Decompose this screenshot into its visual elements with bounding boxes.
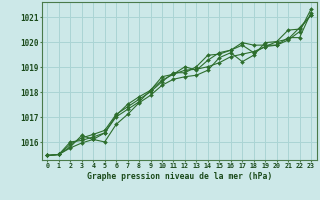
X-axis label: Graphe pression niveau de la mer (hPa): Graphe pression niveau de la mer (hPa) xyxy=(87,172,272,181)
